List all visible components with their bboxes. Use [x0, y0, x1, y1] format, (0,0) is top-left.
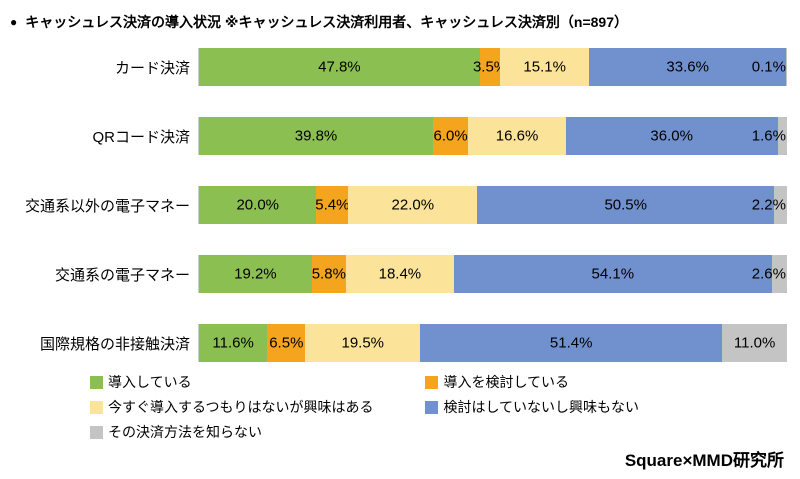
bar-segment: 1.6%	[752, 117, 787, 155]
legend-swatch-icon	[90, 425, 103, 439]
legend-item: その決済方法を知らない	[90, 422, 373, 442]
category-label: QRコード決済	[92, 128, 190, 146]
segment-value-label: 19.5%	[341, 334, 385, 352]
stacked-bar-chart: カード決済 47.8% 3.5% 15.1% 33.6% 0.1% QRコード決済 39.8%…	[0, 48, 800, 362]
legend-item: 導入を検討している	[425, 372, 639, 392]
legend-item: 検討はしていないし興味もない	[425, 397, 639, 417]
segment-value-label: 5.4%	[315, 196, 350, 214]
segment-value-label: 19.2%	[234, 265, 277, 283]
segment-value-label: 16.6%	[495, 127, 539, 145]
bar-row: カード決済 47.8% 3.5% 15.1% 33.6% 0.1%	[0, 48, 787, 86]
chart-title: キャッシュレス決済の導入状況 ※キャッシュレス決済利用者、キャッシュレス決済別（…	[25, 14, 628, 30]
bar-segment: 51.4%	[420, 324, 723, 362]
segment-value-label: 6.5%	[269, 334, 304, 352]
segment-value-label: 47.8%	[318, 58, 361, 76]
legend-label: 導入を検討している	[443, 374, 570, 390]
segment-value-label: 20.0%	[236, 196, 280, 214]
bar-segment: 2.2%	[752, 186, 787, 224]
category-label: 交通系以外の電子マネー	[24, 197, 190, 215]
segment-value-label: 36.0%	[650, 127, 693, 145]
bar-track: 19.2% 5.8% 18.4% 54.1% 2.6%	[198, 255, 787, 293]
segment-value-label: 22.0%	[391, 196, 435, 214]
segment-value-label: 11.0%	[733, 334, 776, 352]
bar-segment: 6.0%	[433, 117, 469, 155]
bar-segment: 16.6%	[468, 117, 566, 155]
bar-row: 交通系の電子マネー 19.2% 5.8% 18.4% 54.1% 2.6%	[0, 255, 787, 293]
legend-swatch-icon	[425, 400, 439, 414]
bar-segment: 2.6%	[752, 255, 787, 293]
bar-segment: 6.5%	[267, 324, 306, 362]
segment-value-label: 3.5%	[472, 58, 508, 76]
bar-track: 20.0% 5.4% 22.0% 50.5% 2.2%	[198, 186, 787, 224]
category-label: 国際規格の非接触決済	[39, 335, 190, 353]
segment-value-label: 2.6%	[751, 265, 786, 283]
segment-value-label: 6.0%	[433, 127, 468, 145]
bar-segment: 50.5%	[477, 186, 775, 224]
legend-swatch-icon	[90, 400, 103, 414]
bar-segment: 54.1%	[453, 255, 772, 293]
bar-row: QRコード決済 39.8% 6.0% 16.6% 36.0% 1.6%	[0, 117, 787, 155]
bar-segment: 11.0%	[722, 324, 787, 362]
bar-segment: 19.5%	[305, 324, 421, 362]
legend-swatch-icon	[90, 375, 103, 389]
bar-track: 47.8% 3.5% 15.1% 33.6% 0.1%	[198, 48, 787, 86]
bar-row: 国際規格の非接触決済 11.6% 6.5% 19.5% 51.4% 11.0%	[0, 324, 787, 362]
category-label: カード決済	[114, 59, 190, 77]
segment-value-label: 15.1%	[523, 58, 566, 76]
segment-value-label: 51.4%	[549, 334, 593, 352]
bar-segment: 47.8%	[199, 48, 480, 86]
bar-segment: 22.0%	[348, 186, 478, 224]
legend-swatch-icon	[425, 375, 439, 389]
bar-segment: 33.6%	[589, 48, 787, 86]
segment-value-label: 18.4%	[378, 265, 422, 283]
bar-segment: 5.4%	[315, 186, 350, 224]
segment-value-label: 54.1%	[591, 265, 635, 283]
segment-value-label: 5.8%	[311, 265, 346, 283]
legend-label: 導入している	[108, 374, 192, 390]
bar-segment: 39.8%	[199, 117, 434, 155]
legend-label: 今すぐ導入するつもりはないが興味はある	[108, 399, 374, 415]
bar-segment: 11.6%	[199, 324, 268, 362]
legend-item: 導入している	[90, 372, 373, 392]
segment-value-label: 39.8%	[294, 127, 338, 145]
bar-track: 11.6% 6.5% 19.5% 51.4% 11.0%	[198, 324, 787, 362]
category-label: 交通系の電子マネー	[54, 266, 190, 284]
legend-label: その決済方法を知らない	[108, 424, 262, 440]
bar-segment: 5.8%	[312, 255, 346, 293]
bar-segment: 0.1%	[752, 48, 787, 86]
segment-value-label: 1.6%	[751, 127, 786, 145]
bar-row: 交通系以外の電子マネー 20.0% 5.4% 22.0% 50.5% 2.2%	[0, 186, 787, 224]
bullet-icon: ●	[10, 15, 18, 29]
legend-label: 検討はしていないし興味もない	[443, 399, 640, 415]
chart-title-row: ● キャッシュレス決済の導入状況 ※キャッシュレス決済利用者、キャッシュレス決済…	[0, 0, 800, 32]
segment-value-label: 50.5%	[604, 196, 647, 214]
segment-value-label: 0.1%	[751, 58, 786, 76]
source-credit: Square×MMD研究所	[624, 451, 784, 470]
bar-segment: 15.1%	[500, 48, 590, 86]
legend-item: 今すぐ導入するつもりはないが興味はある	[90, 397, 373, 417]
segment-value-label: 33.6%	[666, 58, 709, 76]
bar-segment: 20.0%	[199, 186, 317, 224]
bar-segment: 36.0%	[565, 117, 778, 155]
bar-track: 39.8% 6.0% 16.6% 36.0% 1.6%	[198, 117, 787, 155]
segment-value-label: 2.2%	[751, 196, 786, 214]
bar-segment: 18.4%	[345, 255, 454, 293]
bar-segment: 19.2%	[199, 255, 312, 293]
segment-value-label: 11.6%	[212, 334, 254, 352]
bar-segment: 3.5%	[473, 48, 507, 86]
chart-legend: 導入している今すぐ導入するつもりはないが興味はある その決済方法を知らない 導入を検…	[90, 372, 800, 442]
